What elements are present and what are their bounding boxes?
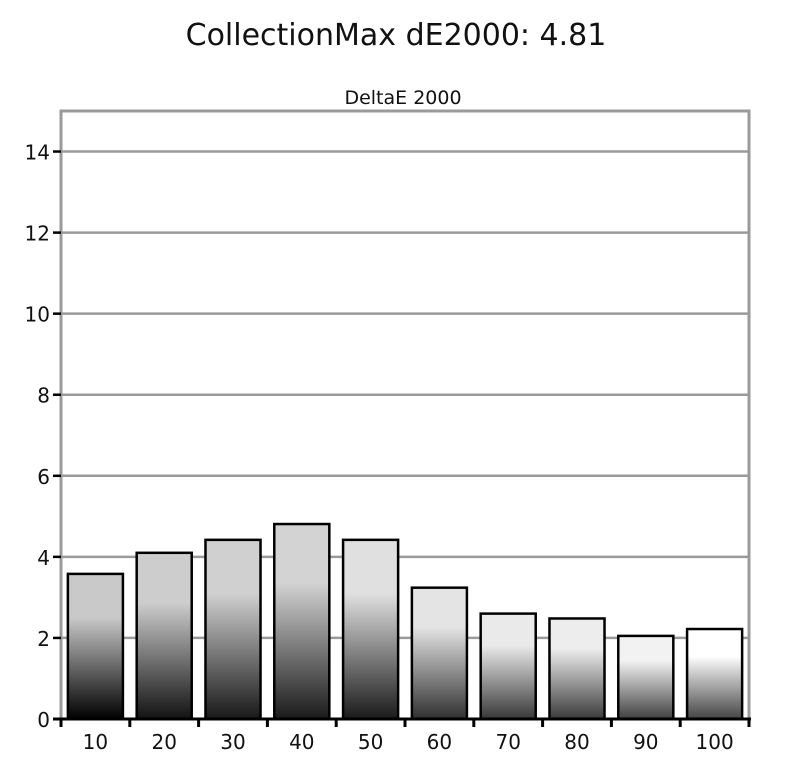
chart-subtitle: DeltaE 2000 [344,87,461,109]
y-tick-label: 0 [37,708,50,732]
y-tick-label: 8 [37,384,50,408]
bar-90 [617,634,675,721]
bar-40 [273,522,331,721]
y-tick-label: 2 [37,627,50,651]
x-tick-label: 10 [83,730,108,754]
x-axis: 10 20 30 40 50 60 70 80 90 100 [53,717,751,754]
y-tick-label: 14 [25,141,50,165]
bar-60 [410,586,469,721]
x-tick-label: 80 [564,730,589,754]
bar-20 [135,551,193,721]
bars [66,522,744,721]
x-tick-label: 90 [633,730,658,754]
bar-100 [685,627,744,721]
x-tick-label: 60 [427,730,452,754]
chart-title: CollectionMax dE2000: 4.81 [185,18,607,53]
x-tick-label: 70 [495,730,520,754]
y-tick-label: 6 [37,465,50,489]
y-tick-label: 10 [25,303,50,327]
x-tick-label: 50 [358,730,383,754]
x-tick-label: 100 [696,730,734,754]
bar-10 [66,572,125,721]
x-tick-label: 40 [289,730,314,754]
x-tick-label: 30 [220,730,245,754]
bar-30 [204,538,262,721]
y-tick-label: 12 [25,222,50,246]
bar-50 [341,538,400,721]
y-tick-label: 4 [37,546,50,570]
bar-80 [548,617,606,721]
x-tick-label: 20 [151,730,176,754]
bar-70 [479,612,537,721]
y-axis: 0 2 4 6 8 10 12 14 [25,141,61,732]
